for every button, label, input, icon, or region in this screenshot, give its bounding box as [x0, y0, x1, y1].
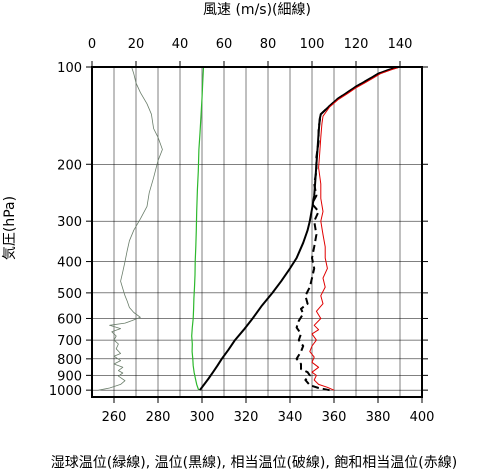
bottom-axis-title: 湿球温位(緑線), 温位(黒線), 相当温位(破線), 飽和相当温位(赤線)	[51, 454, 457, 471]
axis-labels: 260 280 300 320 340 360 380 400 0 20 40 60 80 100 120 1…	[49, 37, 435, 425]
top-tick-label: 40	[172, 37, 189, 52]
saturated-equivalent-potential-temperature-line	[309, 66, 401, 391]
bottom-tick-label: 260	[102, 410, 127, 425]
bottom-tick-label: 360	[322, 410, 347, 425]
wind-speed-line	[98, 66, 163, 391]
bottom-tick-label: 340	[278, 410, 303, 425]
left-tick-label: 400	[57, 256, 82, 271]
bottom-tick-label: 380	[366, 410, 391, 425]
bottom-tick-label: 300	[190, 410, 215, 425]
left-tick-label: 900	[57, 369, 82, 384]
plot-frame	[91, 66, 423, 398]
left-tick-label: 500	[57, 287, 82, 302]
left-tick-label: 800	[57, 353, 82, 368]
top-tick-label: 0	[88, 37, 96, 52]
left-tick-label: 700	[57, 334, 82, 349]
bottom-tick-label: 280	[146, 410, 171, 425]
left-tick-label: 600	[57, 312, 82, 327]
top-tick-label: 100	[300, 37, 325, 52]
top-tick-label: 120	[344, 37, 369, 52]
left-tick-label: 100	[57, 61, 82, 76]
y-axis-title: 気圧(hPa)	[2, 196, 18, 260]
series-layer	[98, 66, 401, 392]
top-tick-label: 60	[216, 37, 233, 52]
top-tick-label: 20	[128, 37, 145, 52]
left-tick-label: 300	[57, 215, 82, 230]
axis-ticks	[86, 61, 428, 403]
top-tick-label: 140	[388, 37, 413, 52]
top-axis-title: 風速 (m/s)(細線)	[203, 2, 311, 18]
bottom-tick-label: 320	[234, 410, 259, 425]
bottom-tick-label: 400	[410, 410, 435, 425]
left-tick-label: 1000	[49, 384, 82, 399]
left-tick-label: 200	[57, 158, 82, 173]
grid-lines	[91, 66, 423, 397]
wet-bulb-potential-temperature-line	[191, 66, 205, 391]
equivalent-potential-temperature-line	[295, 66, 399, 392]
top-tick-label: 80	[260, 37, 277, 52]
